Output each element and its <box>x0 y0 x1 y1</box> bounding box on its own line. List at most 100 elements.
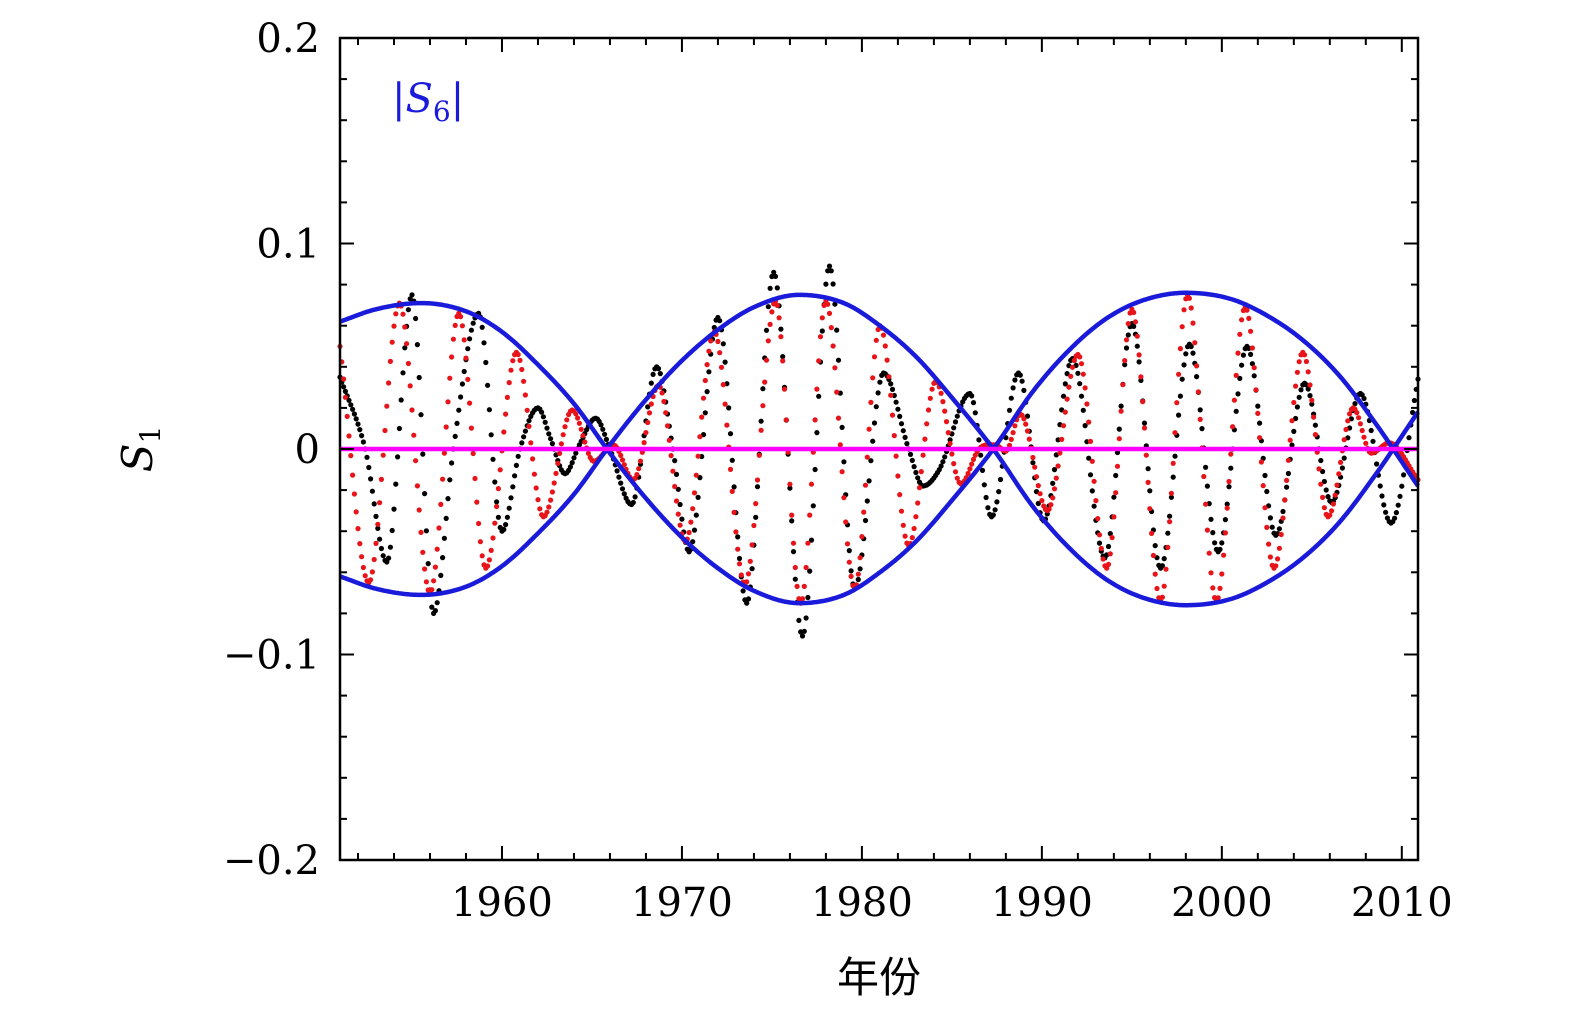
data-point <box>404 341 410 347</box>
data-point <box>981 482 987 488</box>
data-point <box>1347 411 1353 417</box>
data-point <box>1321 478 1327 485</box>
data-point <box>891 433 897 439</box>
data-point <box>1030 454 1036 461</box>
data-point <box>753 514 759 520</box>
data-point <box>598 422 604 428</box>
data-point <box>760 403 766 409</box>
data-point <box>1087 472 1094 478</box>
data-point <box>1262 505 1268 511</box>
data-point <box>969 393 975 399</box>
data-point <box>686 529 692 536</box>
data-point <box>386 555 392 561</box>
data-point <box>1062 409 1068 415</box>
data-point <box>369 488 375 494</box>
data-point <box>1284 484 1290 490</box>
data-point <box>380 553 386 559</box>
data-point <box>1217 546 1223 553</box>
data-point <box>1330 501 1336 507</box>
data-point <box>967 466 973 472</box>
data-point <box>582 439 588 445</box>
data-point <box>422 491 428 497</box>
data-point <box>630 499 636 506</box>
data-point <box>1075 370 1081 376</box>
data-point <box>873 337 879 343</box>
data-point <box>1147 506 1153 512</box>
data-point <box>449 354 455 360</box>
data-point <box>1410 409 1416 416</box>
data-point <box>1231 397 1237 403</box>
data-point <box>826 310 833 316</box>
data-point <box>1089 458 1095 464</box>
data-point <box>391 323 397 329</box>
data-point <box>1161 556 1167 562</box>
data-point <box>467 400 473 406</box>
s6-annotation-subscript: 6 <box>433 95 451 128</box>
data-point <box>942 408 948 414</box>
data-point <box>920 452 926 458</box>
data-point <box>373 513 379 520</box>
data-point <box>1068 373 1074 379</box>
data-point <box>830 343 836 349</box>
data-point <box>465 346 471 352</box>
data-point <box>546 431 552 437</box>
data-point <box>736 561 743 567</box>
data-point <box>425 561 431 567</box>
data-point <box>459 381 465 387</box>
data-point <box>461 368 467 375</box>
data-point <box>720 382 726 388</box>
data-point <box>1397 493 1403 499</box>
data-point <box>618 452 624 458</box>
data-point <box>882 343 888 349</box>
data-point <box>990 512 996 518</box>
data-point <box>521 378 527 384</box>
data-point <box>420 549 426 555</box>
data-point <box>1168 494 1174 500</box>
data-point <box>510 358 516 364</box>
data-point <box>722 401 728 407</box>
data-point <box>470 320 476 326</box>
data-point <box>503 522 509 528</box>
data-point <box>670 468 676 474</box>
data-point <box>778 326 784 332</box>
data-point <box>506 505 512 511</box>
data-point <box>634 472 640 478</box>
data-point <box>1303 358 1309 365</box>
data-point <box>1165 544 1171 551</box>
data-point <box>515 453 521 459</box>
data-point <box>655 366 662 372</box>
data-point <box>1383 509 1389 515</box>
data-point <box>490 456 496 462</box>
data-point <box>618 480 624 486</box>
data-point <box>1059 436 1065 442</box>
data-point <box>808 481 815 487</box>
data-point <box>1071 357 1077 363</box>
data-point <box>458 314 464 320</box>
data-point <box>1289 418 1295 424</box>
data-point <box>398 397 404 403</box>
data-point <box>1204 527 1210 533</box>
data-point <box>1010 430 1016 436</box>
data-point <box>602 431 608 437</box>
data-point <box>1267 554 1273 560</box>
data-point <box>1302 352 1308 358</box>
data-point <box>880 332 887 338</box>
data-point <box>405 360 411 367</box>
data-point <box>756 452 762 458</box>
data-point <box>1136 352 1142 358</box>
data-point <box>490 535 496 541</box>
data-point <box>1039 498 1045 504</box>
data-point <box>978 452 984 458</box>
data-point <box>1154 585 1160 592</box>
data-point <box>504 514 510 520</box>
y-axis-title: S1 <box>113 426 167 473</box>
data-point <box>1280 515 1286 521</box>
data-point <box>918 469 924 475</box>
data-point <box>438 501 444 507</box>
data-point <box>1064 371 1070 377</box>
data-point <box>1401 472 1407 478</box>
data-point <box>661 398 667 405</box>
data-point <box>1019 378 1025 384</box>
data-point <box>476 520 482 527</box>
data-point <box>1118 408 1124 414</box>
